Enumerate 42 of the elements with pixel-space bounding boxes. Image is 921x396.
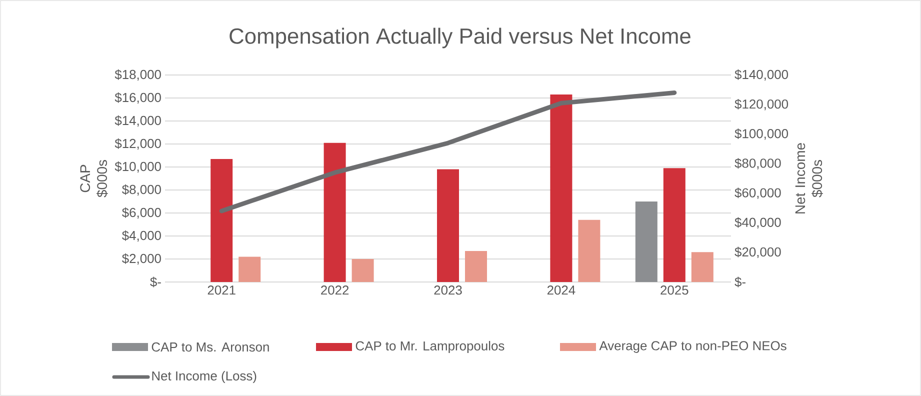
y-tick-label: $18,000 bbox=[114, 69, 161, 81]
x-tick-label: 2025 bbox=[660, 286, 688, 295]
bar bbox=[578, 220, 600, 282]
legend-label: Average CAP to non-PEO NEOs bbox=[599, 341, 786, 353]
bar bbox=[352, 259, 374, 282]
x-tick-label: 2021 bbox=[208, 286, 236, 295]
line-series bbox=[219, 90, 677, 214]
bar bbox=[210, 158, 233, 282]
y-tick-label: $12,000 bbox=[114, 138, 161, 150]
legend-label: CAP to Mr. Lampropoulos bbox=[356, 340, 504, 354]
bar bbox=[238, 256, 261, 282]
x-tick-label: 2022 bbox=[321, 286, 349, 295]
legend-label: CAP to Ms. Aronson bbox=[152, 342, 269, 352]
bar bbox=[550, 94, 572, 282]
y2-tick-label: $20,000 bbox=[734, 246, 781, 258]
bar bbox=[437, 169, 459, 282]
bar bbox=[691, 252, 714, 282]
x-tick-label: 2023 bbox=[434, 286, 462, 295]
y-tick-label: $14,000 bbox=[114, 115, 161, 127]
bar bbox=[663, 168, 686, 282]
y-tick-label: $16,000 bbox=[114, 92, 161, 104]
chart-title: Compensation Actually Paid versus Net Income bbox=[230, 28, 690, 48]
y2-tick-label: $60,000 bbox=[734, 188, 781, 199]
y-tick-label: $- bbox=[150, 276, 161, 288]
y2-tick-label: $120,000 bbox=[734, 98, 788, 110]
y2-tick-label: $100,000 bbox=[734, 128, 788, 140]
y-tick-label: $10,000 bbox=[114, 161, 161, 173]
legend-label: Net Income (Loss) bbox=[152, 370, 256, 384]
bar bbox=[635, 201, 658, 282]
y-axis-title: CAP $000s bbox=[80, 160, 108, 198]
y2-axis-title: Net Income $000s bbox=[795, 143, 823, 214]
y2-tick-label: $- bbox=[734, 276, 746, 288]
y-tick-label: $4,000 bbox=[122, 230, 161, 242]
x-tick-label: 2024 bbox=[547, 286, 576, 295]
y-tick-label: $8,000 bbox=[122, 184, 161, 196]
y2-tick-label: $140,000 bbox=[734, 69, 788, 81]
bar bbox=[324, 142, 346, 282]
y-tick-label: $2,000 bbox=[122, 253, 161, 265]
y2-tick-label: $40,000 bbox=[734, 217, 781, 228]
y2-tick-label: $80,000 bbox=[734, 158, 781, 170]
bar bbox=[465, 250, 487, 282]
y-tick-label: $6,000 bbox=[122, 207, 161, 219]
